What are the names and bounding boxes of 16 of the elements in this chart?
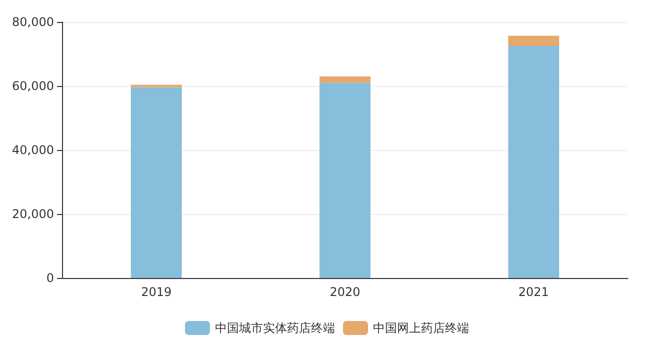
y-tick-label: 20,000	[12, 207, 54, 221]
bar	[508, 46, 560, 278]
y-tick-label: 0	[46, 271, 54, 285]
y-tick-label: 40,000	[12, 143, 54, 157]
x-tick-label: 2019	[141, 285, 172, 299]
legend-label: 中国城市实体药店终端	[215, 321, 335, 335]
bar	[320, 82, 370, 278]
y-tick-label: 80,000	[12, 15, 54, 29]
x-tick-label: 2020	[330, 285, 360, 299]
bar	[320, 76, 370, 83]
bar	[130, 84, 182, 88]
legend-label: 中国网上药店终端	[373, 321, 469, 335]
x-tick-label: 2021	[518, 285, 549, 299]
bar	[130, 87, 182, 278]
y-tick-label: 60,000	[12, 79, 54, 93]
bar	[508, 36, 560, 46]
